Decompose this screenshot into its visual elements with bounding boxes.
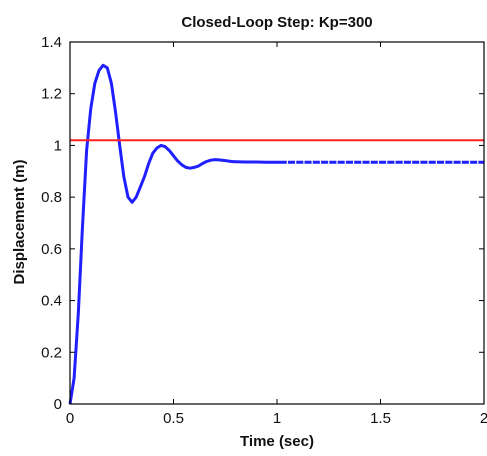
chart-title: Closed-Loop Step: Kp=300 bbox=[181, 14, 372, 31]
series-line-0 bbox=[68, 63, 484, 405]
y-tick-label: 1.4 bbox=[41, 34, 62, 51]
y-tick-label: 1.2 bbox=[41, 86, 62, 103]
plot-area: 0 0.5 1 1.5 2 0 0.2 0.4 0.6 0.8 1 1.2 1.4 bbox=[41, 34, 487, 427]
x-axis-label: Time (sec) bbox=[240, 433, 314, 450]
y-tick-label: 0.6 bbox=[41, 241, 62, 258]
axes-box bbox=[69, 41, 485, 405]
x-tick-label: 1 bbox=[273, 410, 281, 427]
y-axis-label: Displacement (m) bbox=[11, 159, 28, 284]
x-tick-label: 0 bbox=[66, 410, 74, 427]
x-tick-label: 2 bbox=[480, 410, 487, 427]
x-tick-label: 1.5 bbox=[370, 410, 391, 427]
y-tick-label: 0.8 bbox=[41, 189, 62, 206]
x-tick-label: 0.5 bbox=[163, 410, 184, 427]
y-tick-label: 0 bbox=[54, 396, 62, 413]
y-tick-label: 0.4 bbox=[41, 293, 62, 310]
y-tick-label: 1 bbox=[54, 137, 62, 154]
y-tick-label: 0.2 bbox=[41, 344, 62, 361]
